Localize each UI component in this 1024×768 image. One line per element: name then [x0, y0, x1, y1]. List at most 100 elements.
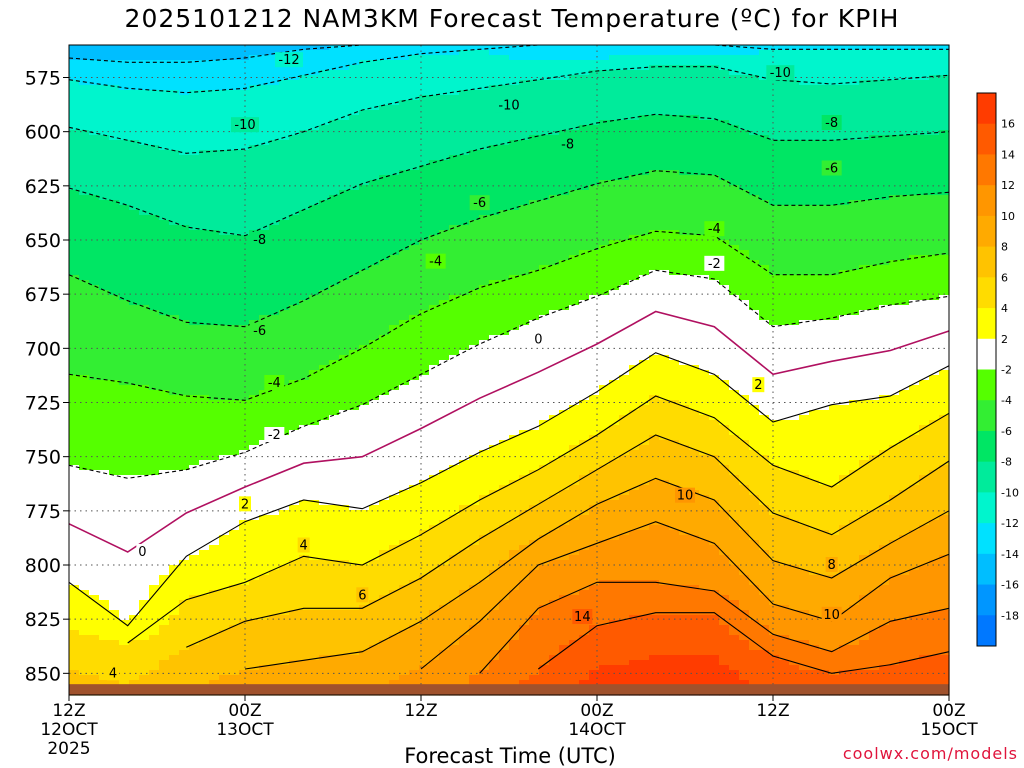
temperature-cell: [319, 365, 330, 421]
temperature-cell: [319, 420, 330, 506]
temperature-cell: [429, 570, 440, 611]
temperature-cell: [819, 50, 830, 86]
temperature-cell: [819, 85, 830, 141]
isotherm-line: [68, 269, 950, 479]
temperature-cell: [689, 655, 700, 696]
temperature-cell: [929, 610, 940, 656]
temperature-cell: [799, 525, 810, 571]
contour-label-bg: [495, 97, 523, 113]
temperature-cell: [709, 175, 720, 236]
temperature-cell: [689, 410, 700, 451]
temperature-cell: [739, 45, 750, 56]
temperature-cell: [199, 90, 210, 151]
temperature-cell: [459, 50, 470, 91]
temperature-cell: [929, 135, 940, 196]
temperature-cell: [129, 140, 140, 211]
temperature-cell: [779, 515, 790, 566]
temperature-cell: [119, 205, 130, 301]
temperature-cell: [399, 250, 410, 321]
temperature-cell: [349, 45, 360, 66]
temperature-cell: [329, 70, 340, 121]
temperature-cell: [369, 110, 380, 181]
temperature-cell: [159, 660, 170, 696]
temperature-cell: [419, 240, 430, 311]
temperature-cell: [439, 565, 450, 606]
temperature-cell: [829, 650, 840, 676]
temperature-cell: [149, 670, 160, 696]
temperature-cell: [299, 45, 310, 51]
temperature-cell: [679, 490, 690, 536]
temperature-cell: [189, 395, 200, 466]
temperature-cell: [599, 465, 610, 501]
temperature-cell: [669, 45, 680, 56]
temperature-cell: [169, 615, 180, 656]
temperature-cell: [439, 300, 450, 361]
temperature-cell: [729, 125, 740, 186]
temperature-cell: [709, 280, 720, 376]
temperature-cell: [659, 440, 670, 481]
temperature-cell: [499, 280, 510, 336]
temperature-cell: [159, 390, 170, 471]
temperature-cell: [479, 215, 490, 286]
temperature-cell: [449, 55, 460, 96]
temperature-cell: [789, 140, 800, 206]
contour-label: -4: [429, 255, 442, 270]
temperature-cell: [229, 60, 240, 91]
temperature-cell: [689, 55, 700, 66]
temperature-cell: [419, 310, 430, 376]
temperature-cell: [499, 560, 510, 601]
temperature-cell: [629, 45, 640, 56]
temperature-cell: [89, 45, 100, 61]
temperature-cell: [589, 60, 600, 71]
temperature-cell: [529, 470, 540, 506]
temperature-cell: [209, 230, 220, 326]
temperature-cell: [129, 90, 140, 141]
colorbar-label: 6: [1001, 271, 1008, 284]
temperature-cell: [579, 190, 590, 251]
temperature-cell: [809, 140, 820, 206]
isotherm-line: [479, 581, 950, 674]
temperature-cell: [889, 50, 900, 81]
temperature-cell: [889, 540, 900, 576]
temperature-cell: [649, 615, 660, 656]
temperature-cell: [729, 45, 740, 56]
temperature-cell: [79, 280, 90, 376]
temperature-cell: [379, 395, 390, 501]
temperature-cell: [569, 190, 580, 256]
temperature-cell: [339, 120, 350, 191]
temperature-cell: [869, 670, 880, 696]
temperature-cell: [289, 660, 300, 696]
temperature-cell: [179, 395, 190, 471]
temperature-cell: [359, 605, 370, 651]
temperature-cell: [279, 140, 290, 221]
temperature-cell: [219, 535, 230, 591]
temperature-cell: [179, 45, 190, 61]
temperature-cell: [619, 45, 630, 56]
temperature-cell: [189, 230, 200, 326]
colorbar-swatch: [977, 430, 996, 463]
temperature-cell: [559, 595, 570, 646]
temperature-cell: [569, 485, 580, 521]
temperature-cell: [389, 255, 400, 326]
temperature-cell: [819, 485, 830, 531]
temperature-cell: [189, 645, 200, 691]
temperature-cell: [469, 290, 480, 346]
temperature-cell: [589, 670, 600, 696]
temperature-cell: [839, 140, 850, 206]
contour-label: 10: [823, 608, 840, 623]
temperature-cell: [869, 510, 880, 551]
temperature-cell: [719, 285, 730, 381]
temperature-cell: [299, 660, 310, 696]
temperature-cell: [529, 45, 540, 61]
temperature-cell: [789, 665, 800, 696]
temperature-cell: [209, 590, 220, 636]
temperature-cell: [719, 510, 730, 556]
temperature-cell: [749, 495, 760, 541]
temperature-cell: [679, 405, 690, 446]
temperature-cell: [359, 565, 370, 606]
temperature-cell: [869, 630, 880, 671]
temperature-cell: [129, 385, 140, 476]
contour-label-bg: [766, 65, 795, 81]
temperature-cell: [849, 45, 860, 51]
contour-label: -6: [825, 162, 838, 177]
